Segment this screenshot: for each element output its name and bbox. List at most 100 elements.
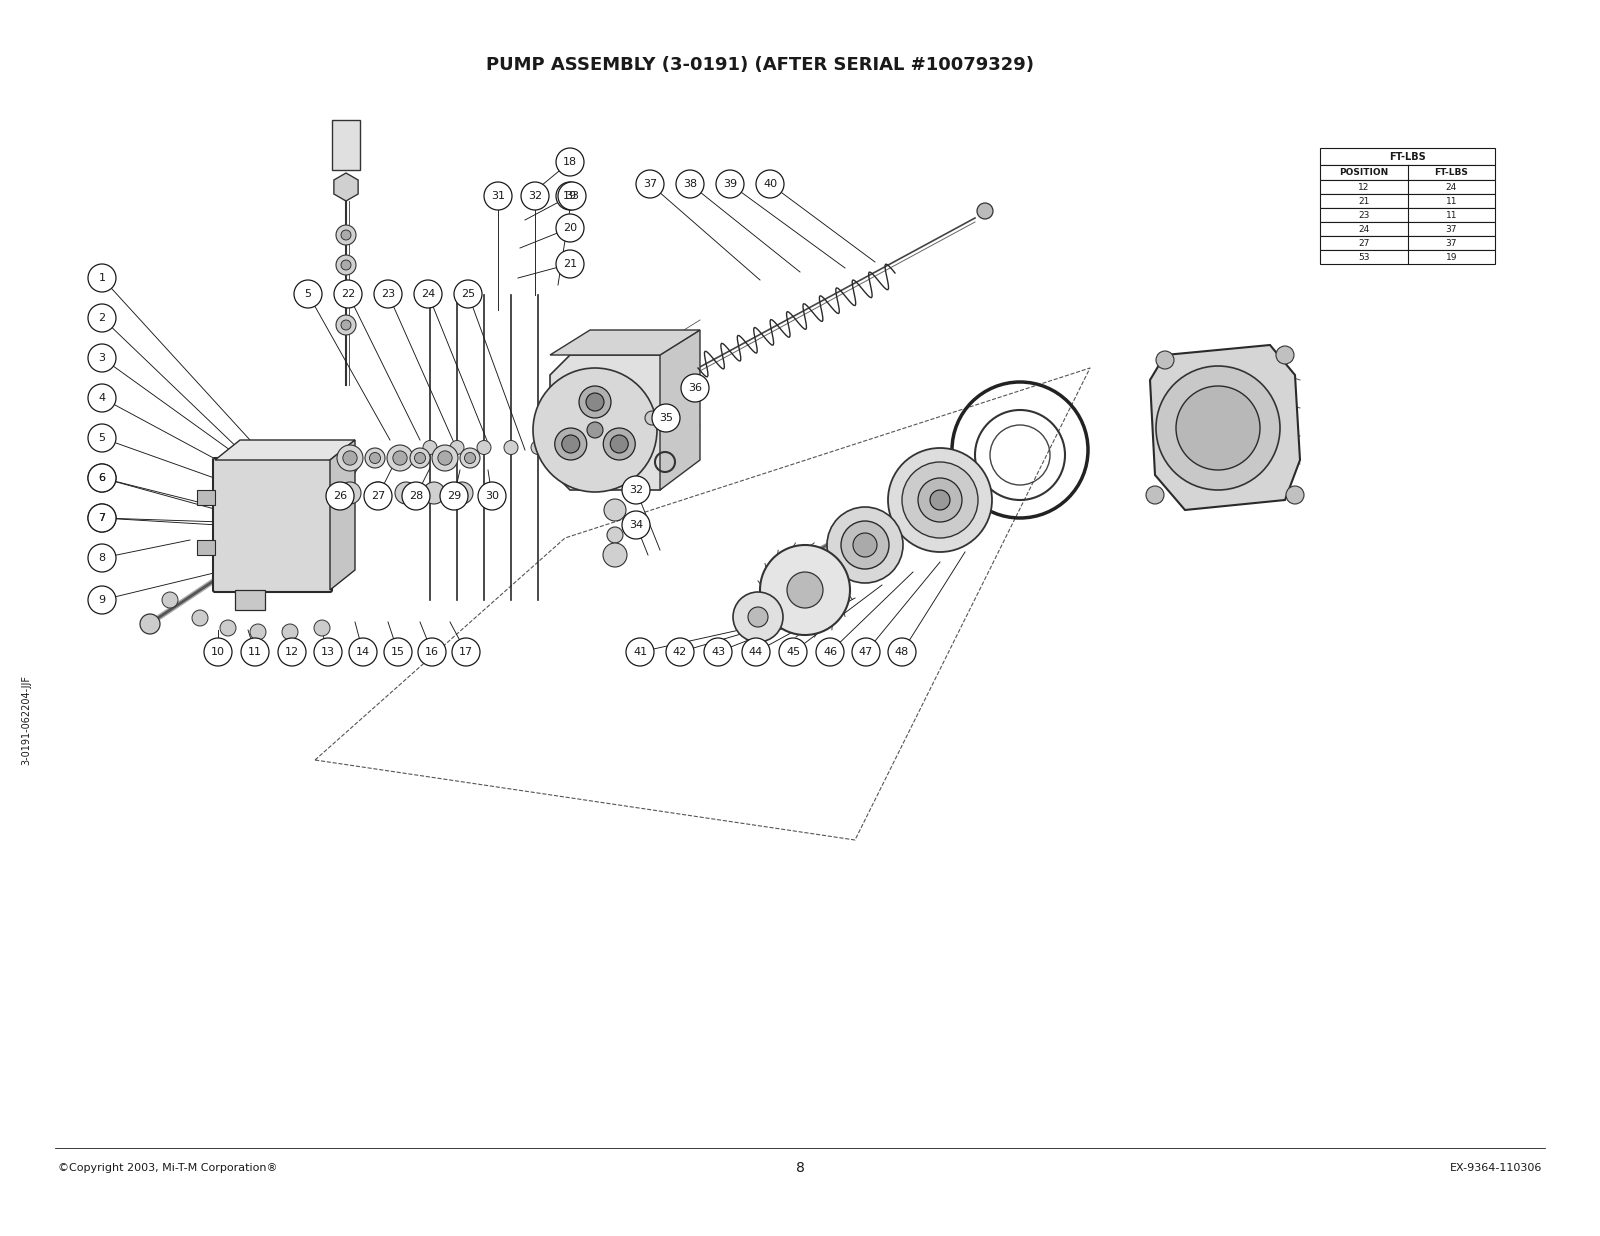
Text: 11: 11: [248, 646, 262, 658]
Circle shape: [579, 386, 611, 418]
Text: 27: 27: [1358, 239, 1370, 247]
Text: 14: 14: [355, 646, 370, 658]
Circle shape: [682, 375, 709, 402]
Bar: [333, 120, 360, 171]
Circle shape: [733, 592, 782, 641]
Bar: [197, 489, 214, 506]
Circle shape: [341, 260, 350, 269]
Circle shape: [653, 404, 680, 433]
Circle shape: [205, 638, 232, 666]
Text: 19: 19: [1445, 252, 1458, 262]
Circle shape: [414, 452, 426, 464]
Text: 32: 32: [528, 192, 542, 201]
Circle shape: [414, 281, 442, 308]
Circle shape: [1155, 351, 1174, 370]
Text: 12: 12: [1358, 183, 1370, 192]
Circle shape: [622, 510, 650, 539]
Circle shape: [675, 171, 704, 198]
Circle shape: [192, 611, 208, 625]
Circle shape: [742, 638, 770, 666]
Circle shape: [918, 478, 962, 522]
Circle shape: [816, 638, 845, 666]
Circle shape: [365, 447, 386, 468]
Text: 37: 37: [643, 179, 658, 189]
Bar: [1320, 148, 1494, 164]
Text: 53: 53: [1358, 252, 1370, 262]
Text: 24: 24: [1446, 183, 1458, 192]
Circle shape: [704, 638, 733, 666]
Circle shape: [282, 624, 298, 640]
Bar: [1320, 208, 1494, 222]
Circle shape: [438, 451, 453, 465]
Circle shape: [717, 171, 744, 198]
Text: 1: 1: [99, 273, 106, 283]
Text: POSITION: POSITION: [1339, 168, 1389, 177]
Bar: [1320, 222, 1494, 236]
Circle shape: [422, 440, 437, 455]
Circle shape: [558, 182, 586, 210]
Circle shape: [402, 482, 430, 510]
Polygon shape: [550, 355, 680, 489]
Circle shape: [341, 230, 350, 240]
Text: 24: 24: [421, 289, 435, 299]
Circle shape: [557, 148, 584, 176]
Circle shape: [341, 290, 350, 300]
Text: 12: 12: [285, 646, 299, 658]
Polygon shape: [661, 330, 701, 489]
Circle shape: [851, 638, 880, 666]
Text: 34: 34: [629, 520, 643, 530]
Circle shape: [637, 171, 664, 198]
Text: 16: 16: [426, 646, 438, 658]
Circle shape: [336, 255, 357, 274]
Circle shape: [557, 182, 584, 210]
Text: 27: 27: [371, 491, 386, 501]
Text: 33: 33: [565, 192, 579, 201]
Circle shape: [606, 527, 622, 543]
Text: 36: 36: [688, 383, 702, 393]
Circle shape: [88, 504, 117, 531]
Text: 38: 38: [683, 179, 698, 189]
Text: 46: 46: [822, 646, 837, 658]
Circle shape: [336, 286, 357, 305]
Circle shape: [787, 572, 822, 608]
Text: 42: 42: [674, 646, 686, 658]
Circle shape: [370, 452, 381, 464]
Text: PUMP ASSEMBLY (3-0191) (AFTER SERIAL #10079329): PUMP ASSEMBLY (3-0191) (AFTER SERIAL #10…: [486, 56, 1034, 74]
Circle shape: [338, 445, 363, 471]
Circle shape: [432, 445, 458, 471]
Circle shape: [141, 614, 160, 634]
Circle shape: [555, 428, 587, 460]
Circle shape: [88, 384, 117, 412]
Text: 30: 30: [485, 491, 499, 501]
Text: 10: 10: [211, 646, 226, 658]
Circle shape: [349, 638, 378, 666]
Circle shape: [88, 586, 117, 614]
Text: 11: 11: [1445, 210, 1458, 220]
Text: 17: 17: [459, 646, 474, 658]
Circle shape: [1146, 486, 1165, 504]
Circle shape: [342, 451, 357, 465]
Text: 35: 35: [659, 413, 674, 423]
Circle shape: [478, 482, 506, 510]
Text: 28: 28: [410, 491, 422, 501]
Text: 37: 37: [1445, 239, 1458, 247]
Circle shape: [827, 507, 902, 583]
Circle shape: [603, 428, 635, 460]
Text: 8: 8: [99, 552, 106, 564]
Circle shape: [326, 482, 354, 510]
Circle shape: [1277, 346, 1294, 363]
Text: 22: 22: [341, 289, 355, 299]
Circle shape: [88, 504, 117, 531]
Text: 21: 21: [1358, 197, 1370, 205]
Circle shape: [336, 225, 357, 245]
Circle shape: [339, 482, 362, 504]
Text: 4: 4: [99, 393, 106, 403]
Circle shape: [88, 464, 117, 492]
Circle shape: [384, 638, 413, 666]
Text: 21: 21: [563, 260, 578, 269]
Bar: [1320, 250, 1494, 265]
Polygon shape: [330, 440, 355, 590]
Text: 43: 43: [710, 646, 725, 658]
Text: 32: 32: [629, 485, 643, 494]
Circle shape: [533, 368, 658, 492]
